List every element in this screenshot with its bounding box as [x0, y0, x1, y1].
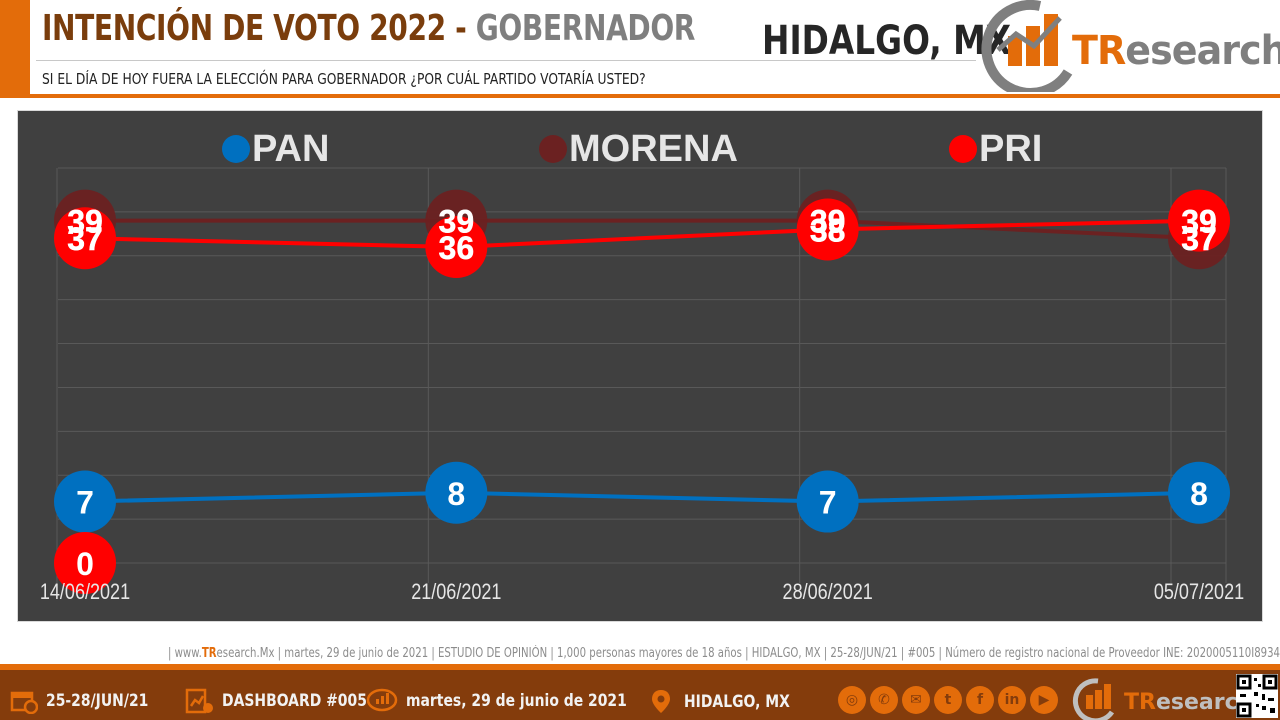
data-point-pri	[1168, 189, 1230, 252]
data-label-pan: 7	[76, 485, 94, 521]
linkedin-icon[interactable]: in	[998, 686, 1026, 714]
social-links: ◎ ✆ ✉ t f in ▶	[838, 686, 1058, 714]
facebook-icon[interactable]: f	[966, 686, 994, 714]
data-label-pri: 39	[1181, 204, 1217, 240]
x-tick-label: 14/06/2021	[40, 580, 130, 604]
footer-published: martes, 29 de junio de 2021	[366, 688, 675, 714]
data-label-pri: 36	[439, 230, 475, 266]
data-label-morena: 39	[810, 204, 846, 240]
title-divider	[36, 60, 976, 61]
footer-location: HIDALGO, MX	[646, 688, 813, 716]
legend-marker-pan	[222, 135, 250, 163]
series-line-pri	[84, 218, 1200, 250]
series-line-morena	[85, 218, 1200, 241]
location-heading: HIDALGO, MX	[762, 18, 1012, 64]
footer-logo-text: TResearch	[1124, 690, 1254, 715]
data-label-morena: 37	[1181, 221, 1217, 257]
data-point-pri	[796, 198, 859, 261]
footer-dates: 25-28/JUN/21	[10, 688, 171, 714]
chat-icon	[366, 688, 398, 712]
data-label-morena: 39	[439, 204, 475, 240]
legend-label-pri: PRI	[979, 128, 1042, 170]
data-point-pri	[54, 207, 116, 270]
source-line: | www.TResearch.Mx | martes, 29 de junio…	[168, 646, 1280, 661]
footer-dashboard: DASHBOARD #005	[184, 688, 399, 714]
chart-panel: PAN MORENA PRI 39 39 39 37 37 36 38 39 7 8 7 8 0 14/06/2…	[17, 110, 1263, 622]
legend-marker-morena	[539, 135, 567, 163]
data-label-pan: 7	[819, 485, 837, 521]
calendar-icon	[10, 691, 38, 714]
data-point-pan	[796, 470, 859, 533]
legend-marker-pri	[949, 135, 977, 163]
data-point-pri-zero	[54, 532, 116, 594]
x-tick-label: 28/06/2021	[783, 580, 873, 604]
data-label-pri-zero: 0	[76, 546, 94, 582]
footer-bar: 25-28/JUN/21 DASHBOARD #005 martes, 29 d…	[0, 664, 1280, 720]
data-label-pri: 38	[810, 212, 846, 248]
data-point-pan	[425, 461, 488, 524]
page-title: INTENCIÓN DE VOTO 2022 - GOBERNADOR	[42, 8, 879, 49]
header-divider	[0, 94, 1280, 98]
series-line-pan	[84, 490, 1200, 504]
title-office: GOBERNADOR	[475, 8, 696, 49]
page-subtitle: SI EL DÍA DE HOY FUERA LA ELECCIÓN PARA …	[42, 70, 646, 88]
legend-label-pan: PAN	[252, 128, 329, 170]
map-pin-icon	[652, 690, 670, 713]
phone-icon[interactable]: ✆	[870, 686, 898, 714]
x-tick-label: 21/06/2021	[411, 580, 501, 604]
twitter-icon[interactable]: t	[934, 686, 962, 714]
tresearch-logo-text: TResearch	[1072, 28, 1280, 74]
mail-icon[interactable]: ✉	[902, 686, 930, 714]
data-label-pri: 37	[67, 221, 103, 257]
globe-icon[interactable]: ◎	[838, 686, 866, 714]
youtube-icon[interactable]: ▶	[1030, 686, 1058, 714]
header-accent-bar	[0, 0, 30, 98]
qr-code-icon[interactable]	[1236, 674, 1278, 718]
data-label-pan: 8	[1190, 476, 1208, 512]
footer-logo-icon	[1072, 678, 1115, 720]
x-tick-label: 05/07/2021	[1154, 580, 1244, 604]
dashboard-icon	[185, 688, 213, 714]
legend-label-morena: MORENA	[569, 128, 738, 170]
data-label-morena: 39	[67, 204, 103, 240]
data-point-pri	[425, 216, 488, 278]
data-point-pan	[1168, 461, 1230, 524]
data-point-pan	[54, 470, 116, 533]
tresearch-logo-icon	[981, 0, 1073, 92]
title-main: INTENCIÓN DE VOTO 2022 -	[42, 8, 476, 49]
data-label-pan: 8	[447, 476, 465, 512]
